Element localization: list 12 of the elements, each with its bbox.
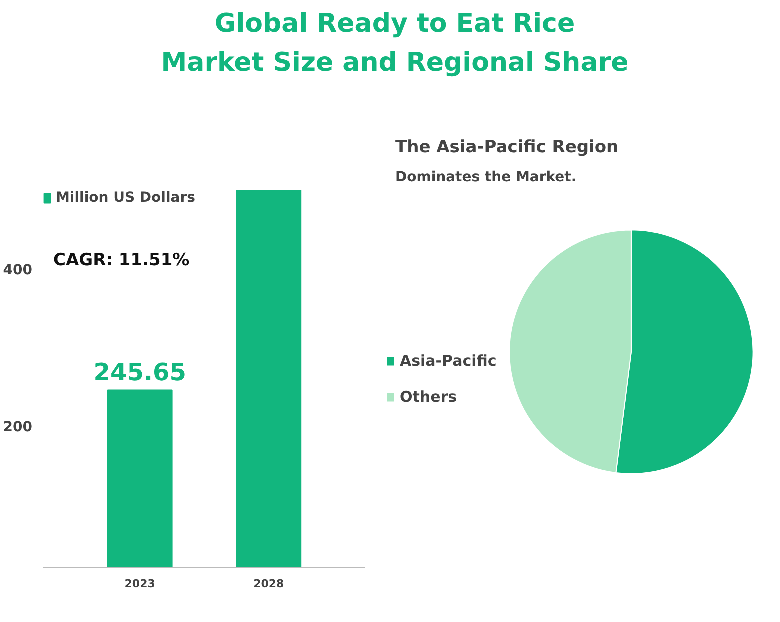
annotation: CAGR: 11.51% (54, 250, 190, 270)
chart-title: The Asia-Pacific Region (396, 138, 619, 158)
x-tick-label: 2023 (124, 578, 156, 590)
x-tick-label: 2028 (254, 578, 284, 590)
chart-title: Global Ready to Eat Rice Market Size and Regional Share (160, 8, 630, 80)
y-tick-label: 200 (3, 420, 33, 436)
chart-subtitle: Dominates the Market. (396, 170, 577, 186)
legend-label: Million US Dollars (56, 190, 196, 206)
legend-label: Others (400, 388, 458, 406)
text: 245.65 (94, 358, 186, 386)
legend-label: Asia-Pacific (400, 352, 497, 370)
y-tick-label: 400 (3, 262, 33, 279)
